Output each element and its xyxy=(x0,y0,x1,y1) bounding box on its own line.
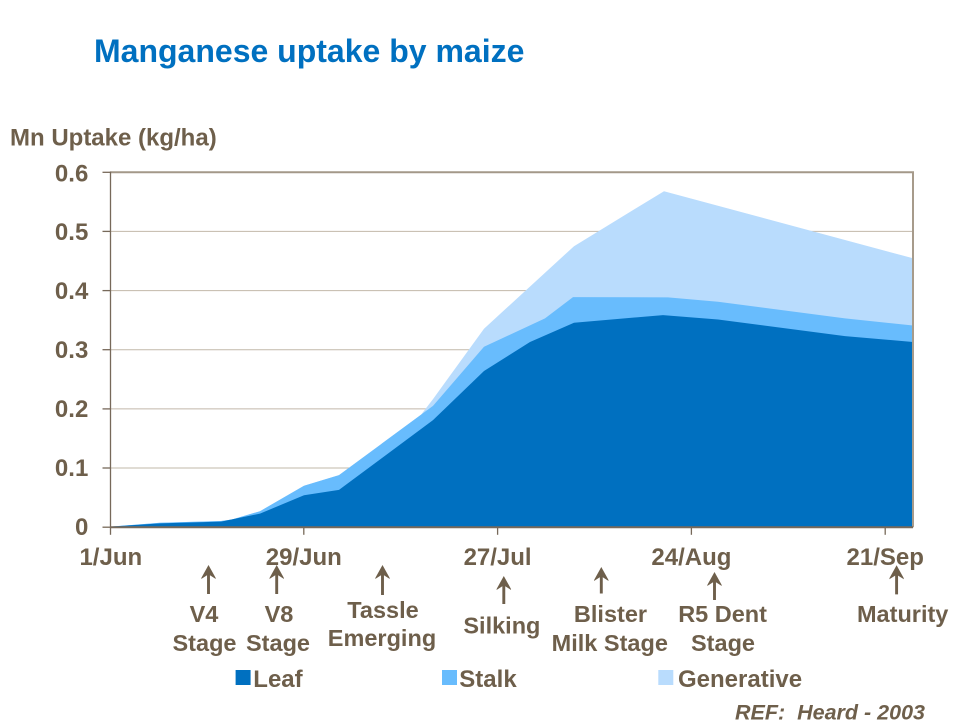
svg-text:V8: V8 xyxy=(265,601,294,627)
svg-text:0.4: 0.4 xyxy=(55,278,89,305)
svg-text:Silking: Silking xyxy=(463,613,540,639)
svg-text:Emerging: Emerging xyxy=(328,625,436,651)
svg-text:0.2: 0.2 xyxy=(55,396,88,423)
svg-text:Stage: Stage xyxy=(691,630,755,656)
svg-text:21/Sep: 21/Sep xyxy=(847,544,924,571)
svg-text:Tassle: Tassle xyxy=(347,597,418,623)
svg-text:Manganese uptake by maize: Manganese uptake by maize xyxy=(94,33,524,69)
svg-text:0.6: 0.6 xyxy=(55,160,88,187)
svg-text:Mn Uptake (kg/ha): Mn Uptake (kg/ha) xyxy=(10,125,217,152)
svg-text:24/Aug: 24/Aug xyxy=(651,544,731,571)
svg-text:Maturity: Maturity xyxy=(857,601,948,627)
svg-text:0.3: 0.3 xyxy=(55,337,88,364)
svg-text:29/Jun: 29/Jun xyxy=(266,544,342,571)
svg-text:Stalk: Stalk xyxy=(459,666,517,693)
svg-text:1/Jun: 1/Jun xyxy=(79,544,142,571)
svg-text:Leaf: Leaf xyxy=(253,666,303,693)
svg-text:Generative: Generative xyxy=(678,666,802,693)
svg-text:Stage: Stage xyxy=(173,630,237,656)
svg-text:27/Jul: 27/Jul xyxy=(464,544,532,571)
svg-text:0.5: 0.5 xyxy=(55,219,88,246)
svg-text:Stage: Stage xyxy=(246,630,310,656)
svg-text:Blister: Blister xyxy=(574,601,647,627)
svg-text:R5 Dent: R5 Dent xyxy=(678,601,767,627)
svg-text:0.1: 0.1 xyxy=(55,455,88,482)
svg-text:0: 0 xyxy=(75,514,88,541)
svg-text:REF: Heard - 2003: REF: Heard - 2003 xyxy=(735,700,925,720)
svg-text:Milk Stage: Milk Stage xyxy=(552,630,668,656)
svg-text:V4: V4 xyxy=(190,601,219,627)
